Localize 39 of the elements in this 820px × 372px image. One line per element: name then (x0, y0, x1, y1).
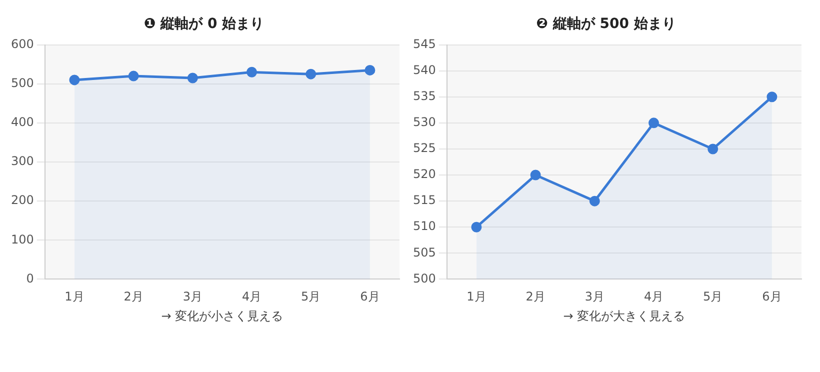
x-tick-label: 5月 (703, 290, 723, 304)
x-axis-title: → 変化が小さく見える (161, 308, 284, 323)
chart-title: ❶ 縦軸が 0 始まり (144, 16, 264, 32)
x-tick-label: 1月 (64, 290, 84, 304)
x-tick-label: 3月 (182, 290, 202, 304)
point (708, 144, 718, 154)
point (589, 196, 600, 206)
x-axis-title: → 変化が大きく見える (563, 308, 686, 323)
point (471, 222, 482, 232)
x-tick-label: 1月 (466, 290, 486, 304)
y-tick-label: 300 (11, 154, 34, 168)
y-tick-label: 515 (413, 193, 436, 208)
y-tick-label: 500 (413, 271, 436, 286)
x-tick-label: 2月 (526, 290, 546, 304)
y-tick-label: 510 (413, 219, 436, 234)
y-tick-label: 0 (26, 271, 34, 286)
x-tick-label: 4月 (644, 290, 664, 304)
x-tick-label: 2月 (124, 290, 144, 304)
y-tick-label: 200 (11, 193, 34, 208)
x-tick-label: 5月 (301, 290, 321, 304)
x-tick-label: 6月 (360, 290, 380, 304)
y-tick-label: 525 (413, 141, 436, 156)
y-tick-label: 520 (413, 167, 436, 182)
x-tick-label: 3月 (584, 290, 604, 304)
y-tick-label: 600 (11, 36, 34, 51)
y-tick-label: 530 (413, 115, 436, 130)
chart-title: ❷ 縦軸が 500 始まり (536, 16, 676, 32)
point (530, 170, 541, 180)
y-tick-label: 535 (413, 89, 436, 104)
y-tick-label: 540 (413, 62, 436, 77)
x-tick-label: 4月 (242, 290, 262, 304)
x-tick-label: 6月 (762, 290, 782, 304)
y-tick-label: 545 (413, 36, 436, 51)
y-tick-label: 100 (11, 232, 34, 246)
y-tick-label: 400 (11, 115, 34, 130)
point (766, 92, 778, 102)
y-tick-label: 505 (413, 245, 436, 260)
y-tick-label: 500 (11, 76, 34, 90)
point (648, 118, 659, 128)
